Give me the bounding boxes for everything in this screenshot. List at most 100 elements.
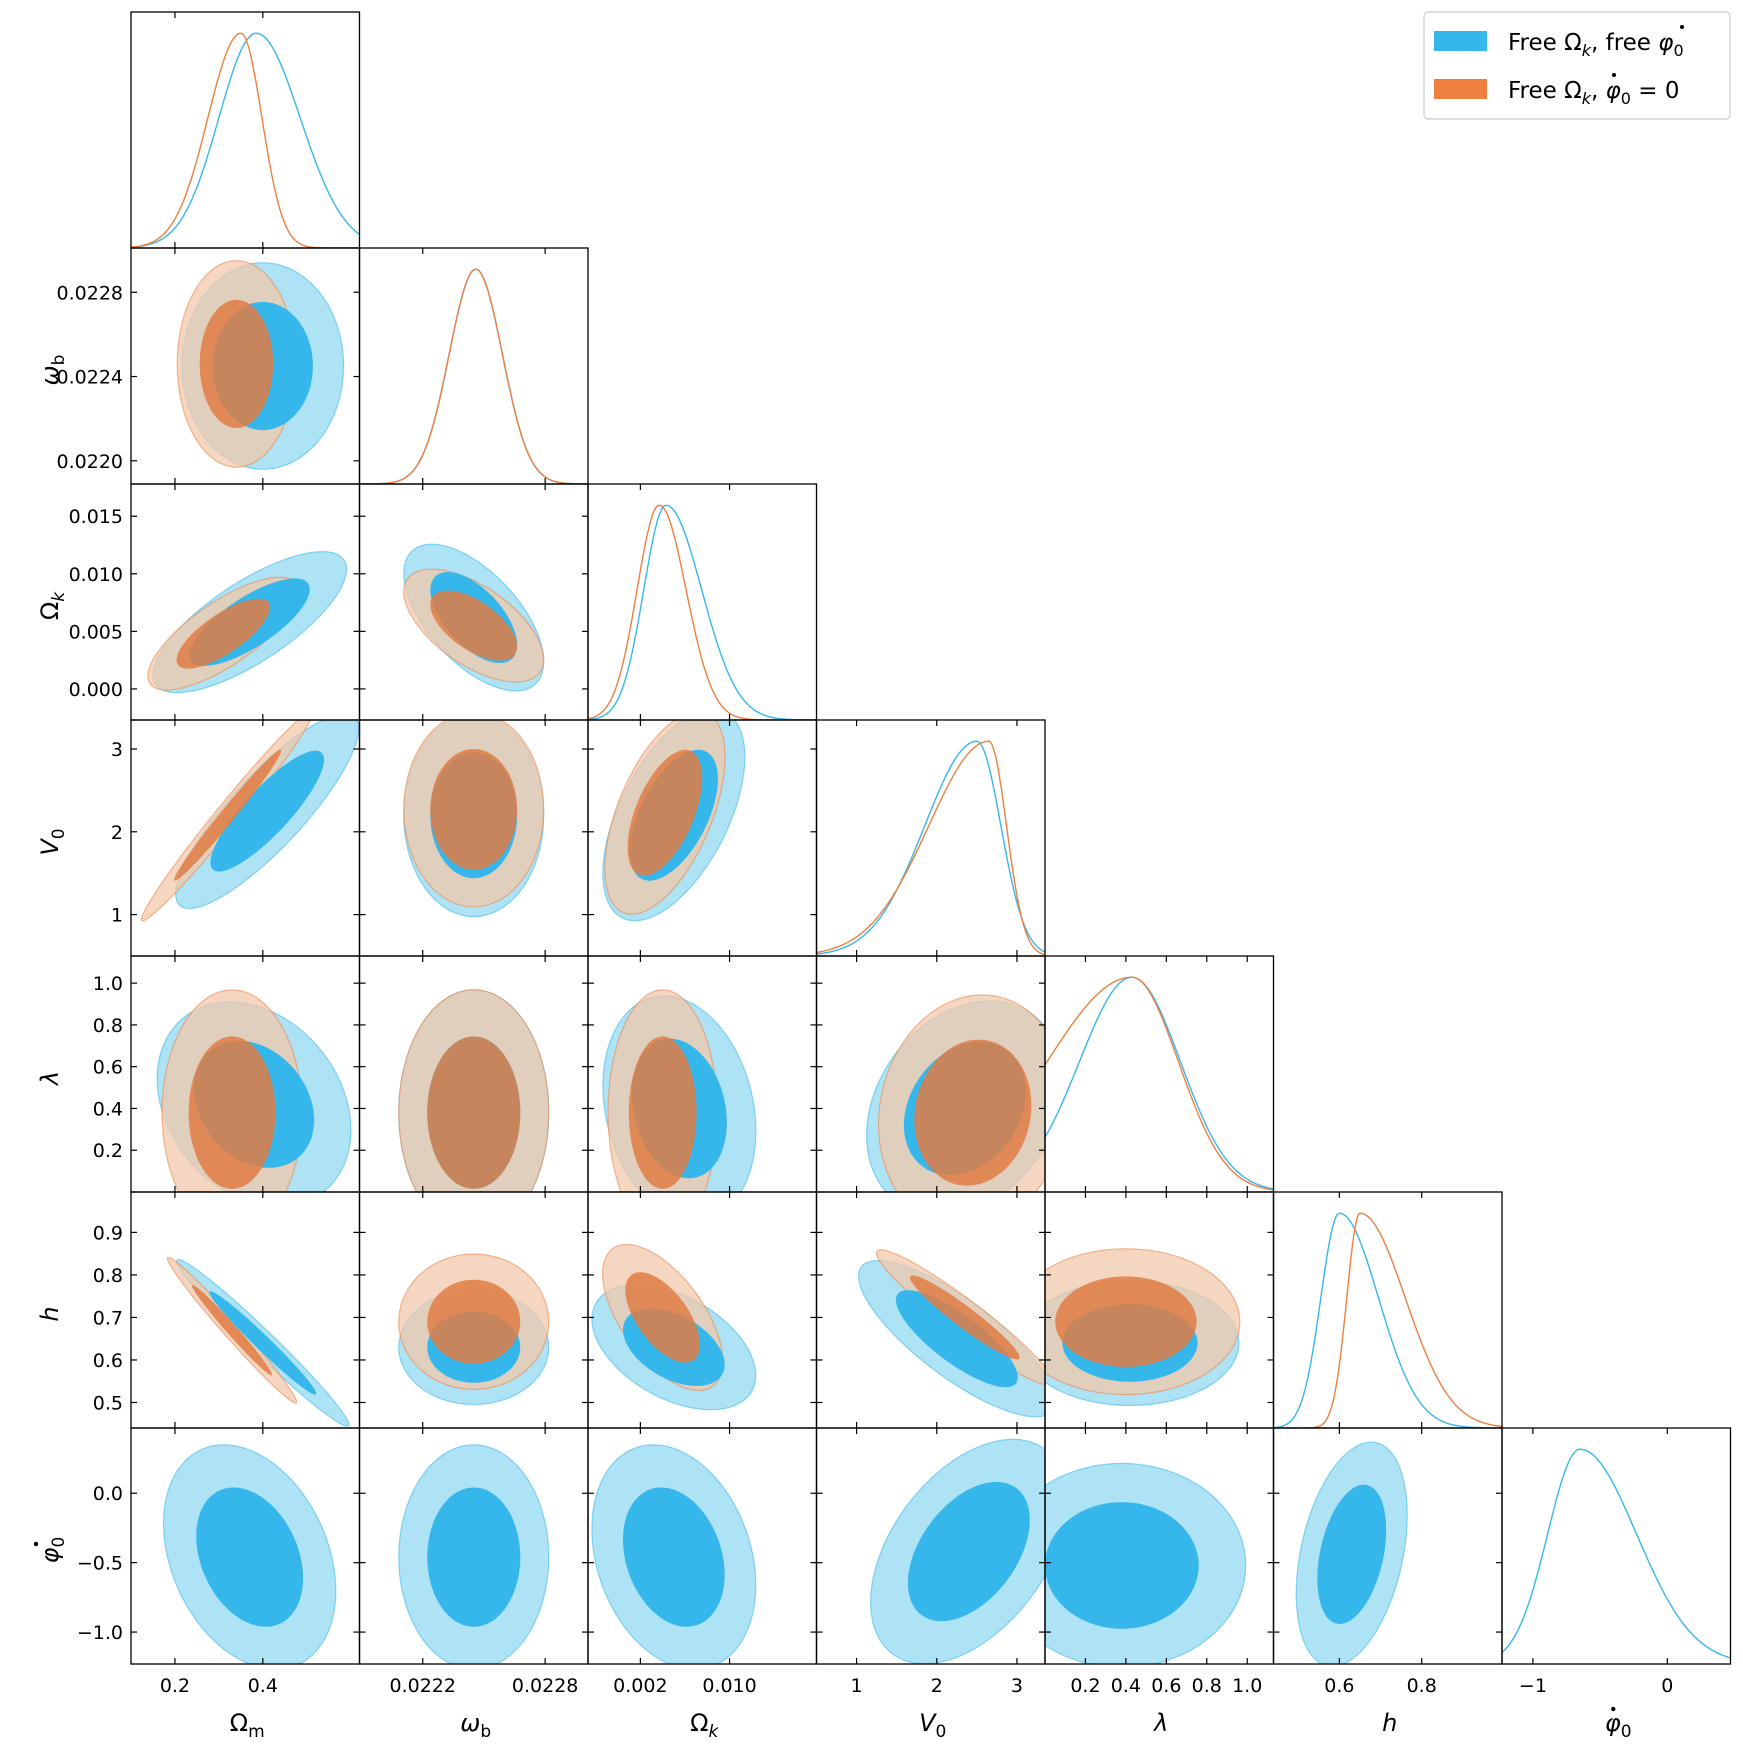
y-tick-label: 0.8 — [93, 1265, 123, 1287]
x-tick-label: 0.010 — [702, 1675, 756, 1697]
x-tick-label: 0.6 — [1324, 1675, 1354, 1697]
y-tick-label: 0.6 — [93, 1350, 123, 1372]
contour-panel-Ok-phid — [591, 1444, 757, 1664]
y-axis-label-V0: V0 — [36, 828, 69, 855]
marginal-h — [1273, 1212, 1502, 1428]
marginal-phid — [1502, 1448, 1731, 1659]
legend-dot-accent — [1612, 73, 1616, 77]
contour-panel-V0-h — [857, 1249, 1045, 1418]
contour-68-phi-zero — [430, 749, 518, 870]
contour-panel-Ok-h — [591, 1243, 757, 1411]
contour-panel-Ok-V0 — [602, 720, 746, 922]
marginal-curve-free-phi — [359, 268, 588, 484]
marginal-curve-free-phi — [816, 740, 1045, 955]
y-axis-label-h: h — [36, 1306, 64, 1321]
y-tick-label: 0.0224 — [57, 367, 123, 389]
contour-panel-Om-Ok — [147, 550, 348, 694]
y-tick-label: −1.0 — [77, 1622, 123, 1644]
x-tick-label: 0.2 — [1070, 1675, 1100, 1697]
x-tick-label: 1.0 — [1232, 1675, 1262, 1697]
y-tick-label: 0.0220 — [57, 451, 123, 473]
y-tick-label: 0.9 — [93, 1222, 123, 1244]
x-axis-label-h: h — [1382, 1709, 1397, 1737]
y-tick-label: 0.4 — [93, 1098, 123, 1120]
y-tick-label: 1 — [111, 905, 123, 927]
contour-panel-V0-phid — [869, 1438, 1045, 1664]
x-tick-label: 0.4 — [248, 1675, 278, 1697]
y-tick-label: 0.6 — [93, 1057, 123, 1079]
marginal-curve-free-phi — [1502, 1448, 1731, 1659]
panel-frame — [815, 719, 1046, 957]
legend-label-free-phi: Free Ωk, free φ0 — [1508, 30, 1684, 60]
contour-68-phi-zero — [176, 598, 270, 669]
y-tick-label: 0.0 — [93, 1483, 123, 1505]
x-tick-label: 0.0228 — [512, 1675, 578, 1697]
contour-panel-h-phid — [1295, 1441, 1408, 1664]
x-tick-label: 2 — [931, 1675, 943, 1697]
y-tick-label: −0.5 — [77, 1553, 123, 1575]
panel-frame — [130, 11, 361, 249]
panel-frame — [1501, 1427, 1732, 1665]
contour-68-phi-zero — [625, 1272, 700, 1363]
contour-panel-Om-phid — [162, 1444, 337, 1664]
contour-panel-wb-lam — [398, 989, 550, 1192]
legend: Free Ωk, free φ0 Free Ωk, φ0 = 0 — [1423, 11, 1731, 120]
marginal-curve-phi-zero — [131, 32, 360, 248]
contour-68-free-phi — [209, 1291, 317, 1395]
x-tick-label: 0 — [1661, 1675, 1673, 1697]
x-tick-label: 0.8 — [1407, 1675, 1437, 1697]
y-axis-label-lam: λ — [36, 1071, 64, 1087]
contour-68-free-phi — [1045, 1502, 1199, 1629]
y-tick-label: 0.5 — [93, 1392, 123, 1414]
x-tick-label: 0.002 — [613, 1675, 667, 1697]
contour-68-free-phi — [196, 1487, 304, 1627]
x-tick-label: 0.0222 — [390, 1675, 456, 1697]
y-tick-label: 0.2 — [93, 1140, 123, 1162]
contour-panel-Om-wb — [176, 259, 345, 470]
legend-swatch-free-phi — [1434, 31, 1487, 51]
x-axis-label-Om: Ωm — [230, 1709, 265, 1742]
marginal-curve-free-phi — [1045, 976, 1274, 1190]
y-tick-label: 2 — [111, 822, 123, 844]
marginal-curve-free-phi — [1273, 1212, 1502, 1428]
x-tick-label: 1 — [851, 1675, 863, 1697]
contour-panel-wb-V0 — [403, 720, 545, 918]
contour-panel-Om-lam — [156, 989, 352, 1192]
x-axis-label-V0: V0 — [919, 1709, 946, 1742]
marginal-curve-phi-zero — [1045, 976, 1274, 1191]
x-tick-label: 0.6 — [1151, 1675, 1181, 1697]
contour-panel-Om-h — [166, 1256, 350, 1427]
y-tick-label: 0.010 — [69, 564, 123, 586]
legend-swatch-phi-zero — [1434, 79, 1487, 99]
contour-panel-lam-phid — [1045, 1462, 1247, 1664]
contour-68-phi-zero — [427, 1279, 521, 1364]
contour-68-phi-zero — [199, 299, 274, 428]
y-axis-label-phid: φ0 — [36, 1537, 69, 1564]
contour-panel-wb-Ok — [403, 543, 545, 692]
contour-68-phi-zero — [914, 1039, 1032, 1186]
contour-panel-wb-phid — [398, 1444, 550, 1664]
contour-68-phi-zero — [188, 1036, 276, 1189]
contour-68-phi-zero — [192, 1285, 273, 1376]
contour-68-free-phi — [427, 1487, 521, 1627]
x-tick-label: 0.4 — [1111, 1675, 1141, 1697]
y-tick-label: 0.8 — [93, 1015, 123, 1037]
contour-panel-lam-h — [1045, 1248, 1241, 1407]
marginal-curve-free-phi — [131, 32, 360, 248]
x-tick-label: 3 — [1011, 1675, 1023, 1697]
contour-panel-Om-V0 — [141, 720, 360, 922]
contour-68-free-phi — [210, 750, 324, 872]
panel-frame — [358, 247, 589, 485]
marginal-Om — [131, 32, 360, 248]
legend-dot-accent — [1680, 25, 1684, 29]
panel-frame — [1044, 955, 1275, 1193]
y-tick-label: 3 — [111, 739, 123, 761]
contour-68-free-phi — [623, 1487, 725, 1627]
marginal-curve-phi-zero — [359, 268, 588, 484]
y-tick-label: 0.005 — [69, 621, 123, 643]
x-axis-label-lam: λ — [1152, 1709, 1168, 1737]
contour-68-phi-zero — [430, 590, 518, 661]
marginal-lam — [1045, 976, 1274, 1191]
